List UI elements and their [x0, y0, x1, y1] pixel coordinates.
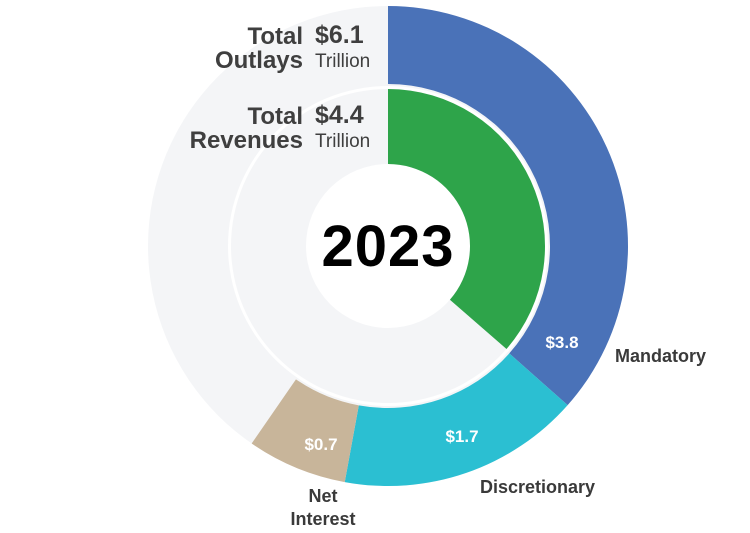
outlays-title-line2: Outlays: [215, 47, 303, 74]
center-hole: [306, 164, 470, 328]
revenues-unit: Trillion: [315, 131, 370, 152]
discretionary-segment: [344, 353, 568, 487]
outlays-value: $6.1: [315, 21, 364, 49]
revenues-value: $4.4: [315, 101, 364, 129]
mandatory-category-label: Mandatory: [615, 346, 706, 366]
net-interest-segment: [251, 379, 359, 483]
outlays-unit: Trillion: [315, 51, 370, 72]
discretionary-category-label: Discretionary: [480, 477, 595, 497]
outlays-title-line1: Total: [247, 23, 303, 50]
year-label: 2023: [321, 214, 454, 279]
net-interest-category-label-line2: Interest: [290, 509, 355, 529]
revenues-title-line2: Revenues: [190, 127, 303, 154]
net-interest-category-label-line1: Net: [308, 486, 337, 506]
discretionary-value-label: $1.7: [445, 427, 478, 446]
mandatory-segment: [388, 6, 629, 406]
revenues-segment: [388, 89, 546, 349]
mandatory-value-label: $3.8: [545, 333, 578, 352]
net-interest-value-label: $0.7: [304, 435, 337, 454]
donut-rings: [148, 6, 629, 487]
revenues-title-line1: Total: [247, 103, 303, 130]
